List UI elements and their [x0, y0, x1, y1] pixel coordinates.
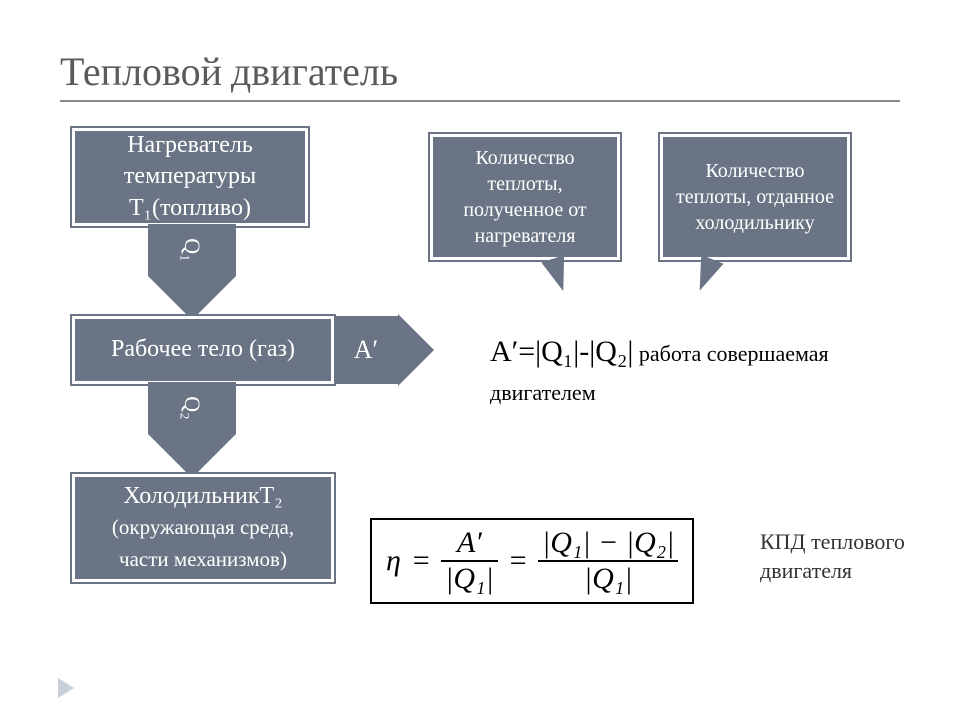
callout-q2-text: Количество теплоты, отданное холодильник…	[673, 158, 837, 236]
cooler-line2: (окружающая среда,	[112, 515, 294, 539]
q1-label: Q₁	[179, 238, 205, 262]
q2-label: Q₂	[179, 396, 205, 420]
eta-formula-box: η = A′ |Q₁| = |Q₁| − |Q₂| |Q₁|	[370, 518, 694, 604]
play-icon	[58, 678, 74, 698]
eta-frac1: A′ |Q₁|	[441, 526, 498, 596]
eta-symbol: η	[386, 544, 401, 578]
heater-box: Нагреватель температуры T₁(топливо)	[72, 128, 308, 226]
eta-frac1-den: |Q₁|	[441, 562, 498, 596]
eta-eq1: =	[411, 544, 431, 578]
title-underline	[60, 100, 900, 102]
q1-arrow-tip	[148, 276, 236, 320]
working-body-box: Рабочее тело (газ)	[72, 316, 334, 384]
working-body-label: Рабочее тело (газ)	[111, 334, 295, 365]
cooler-box: ХолодильникT₂ (окружающая среда, части м…	[72, 474, 334, 582]
cooler-line3: части механизмов)	[119, 547, 287, 571]
callout-q1: Количество теплоты, полученное от нагрев…	[430, 134, 620, 260]
heater-line3: T₁(топливо)	[129, 195, 251, 221]
eta-frac1-num: A′	[453, 526, 486, 560]
kpd-label: КПД теплового двигателя	[760, 528, 910, 585]
callout-q1-tail	[541, 255, 574, 295]
heater-line1: Нагреватель	[127, 132, 253, 158]
eta-frac2-num: |Q₁| − |Q₂|	[538, 526, 678, 560]
callout-q2-tail	[689, 255, 724, 296]
a-arrow-body: A′	[334, 316, 398, 384]
eta-eq2: =	[508, 544, 528, 578]
cooler-line1: ХолодильникT₂	[123, 483, 282, 509]
work-formula: A′=|Q₁|-|Q₂| работа совершаемая двигател…	[490, 332, 890, 410]
eta-frac2-den: |Q₁|	[580, 562, 637, 596]
slide-title: Тепловой двигатель	[60, 48, 398, 95]
eta-frac2: |Q₁| − |Q₂| |Q₁|	[538, 526, 678, 596]
q2-arrow-body: Q₂	[148, 382, 236, 434]
callout-q1-text: Количество теплоты, полученное от нагрев…	[443, 145, 607, 249]
work-formula-expr: A′=|Q₁|-|Q₂|	[490, 335, 633, 368]
a-label: A′	[354, 335, 378, 365]
heater-line2: температуры	[124, 163, 256, 189]
q1-arrow-body: Q₁	[148, 224, 236, 276]
q2-arrow-tip	[148, 434, 236, 478]
callout-q2: Количество теплоты, отданное холодильник…	[660, 134, 850, 260]
slide: Тепловой двигатель Нагреватель температу…	[0, 0, 960, 720]
a-arrow-tip	[398, 314, 434, 386]
